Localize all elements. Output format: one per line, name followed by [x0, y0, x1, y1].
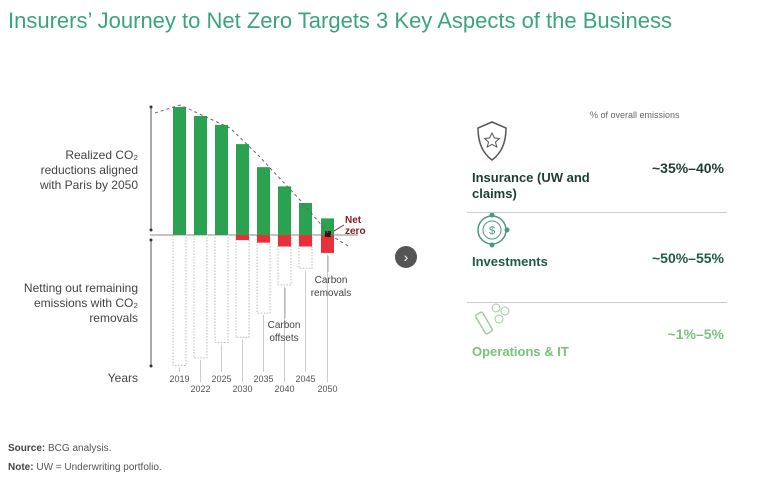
offset-bar: [321, 235, 334, 253]
emissions-bar: [257, 167, 270, 235]
row-value: ~50%–55%: [651, 250, 724, 266]
net-zero-marker: [325, 231, 331, 237]
offset-bar: [257, 235, 270, 243]
year-label: 2040: [274, 384, 294, 394]
carbon-removals-label: Carbon removals: [310, 275, 352, 299]
offset-bar: [299, 235, 312, 247]
next-button[interactable]: ›: [395, 246, 417, 268]
emission-row: Insurance (UW and claims) ~35%–40%: [470, 120, 728, 201]
source-note: Source: BCG analysis.: [8, 443, 112, 454]
reduction-bar: [214, 234, 229, 344]
year-label: 2045: [295, 374, 315, 384]
year-label: 2025: [211, 374, 231, 384]
reduction-bar: [235, 234, 250, 338]
chevron-right-icon: ›: [403, 249, 409, 265]
footnote: Note: UW = Underwriting portfolio.: [8, 462, 162, 473]
row-name: Insurance (UW and claims): [472, 170, 590, 201]
year-label: 2035: [253, 374, 273, 384]
year-label: 2022: [190, 384, 210, 394]
year-label: 2019: [169, 374, 189, 384]
svg-text:$: $: [489, 225, 495, 237]
row-divider: [467, 212, 727, 213]
reduction-bar: [193, 234, 208, 359]
year-label: 2030: [232, 384, 252, 394]
dollar-globe-icon: $: [477, 212, 510, 248]
bracket-dot: [149, 105, 153, 109]
year-label: 2050: [317, 384, 337, 394]
net-zero-label: Net zero: [345, 215, 366, 237]
bracket-dot: [149, 228, 153, 232]
bracket-dot: [149, 364, 153, 368]
row-value: ~35%–40%: [651, 160, 724, 176]
emissions-bar: [278, 186, 291, 235]
row-name: Operations & IT: [472, 344, 569, 359]
row-name: Investments: [472, 254, 548, 269]
emissions-bar: [173, 107, 186, 235]
shield-star-icon: [477, 121, 507, 161]
emissions-bar: [321, 218, 334, 235]
page-title: Insurers’ Journey to Net Zero Targets 3 …: [8, 8, 672, 33]
emissions-header: % of overall emissions: [590, 110, 680, 120]
offset-bar: [236, 235, 249, 241]
emissions-bar: [236, 144, 249, 235]
trend-line: [154, 104, 351, 248]
emission-row: Operations & IT ~1%–5%: [470, 303, 728, 380]
bottom-left-label: Netting out remaining emissions with CO₂…: [23, 281, 138, 325]
net-zero-arrow: [333, 224, 345, 232]
bracket-dot: [149, 238, 153, 242]
offset-bar: [278, 235, 291, 247]
emissions-bar: [194, 115, 207, 235]
row-value: ~1%–5%: [667, 326, 724, 342]
top-left-label: Realized CO₂ reductions aligned with Par…: [39, 148, 138, 192]
row-divider: [467, 302, 727, 303]
bolt-nuts-icon: [475, 303, 510, 335]
reduction-bar: [172, 234, 187, 367]
emissions-bar: [299, 203, 312, 235]
carbon-offsets-label: Carbon offsets: [267, 320, 301, 344]
reduction-bar: [256, 234, 271, 314]
x-axis-label: Years: [107, 371, 138, 385]
emissions-bar: [215, 124, 228, 235]
emission-row: $ Investments ~50%–55%: [470, 212, 728, 292]
